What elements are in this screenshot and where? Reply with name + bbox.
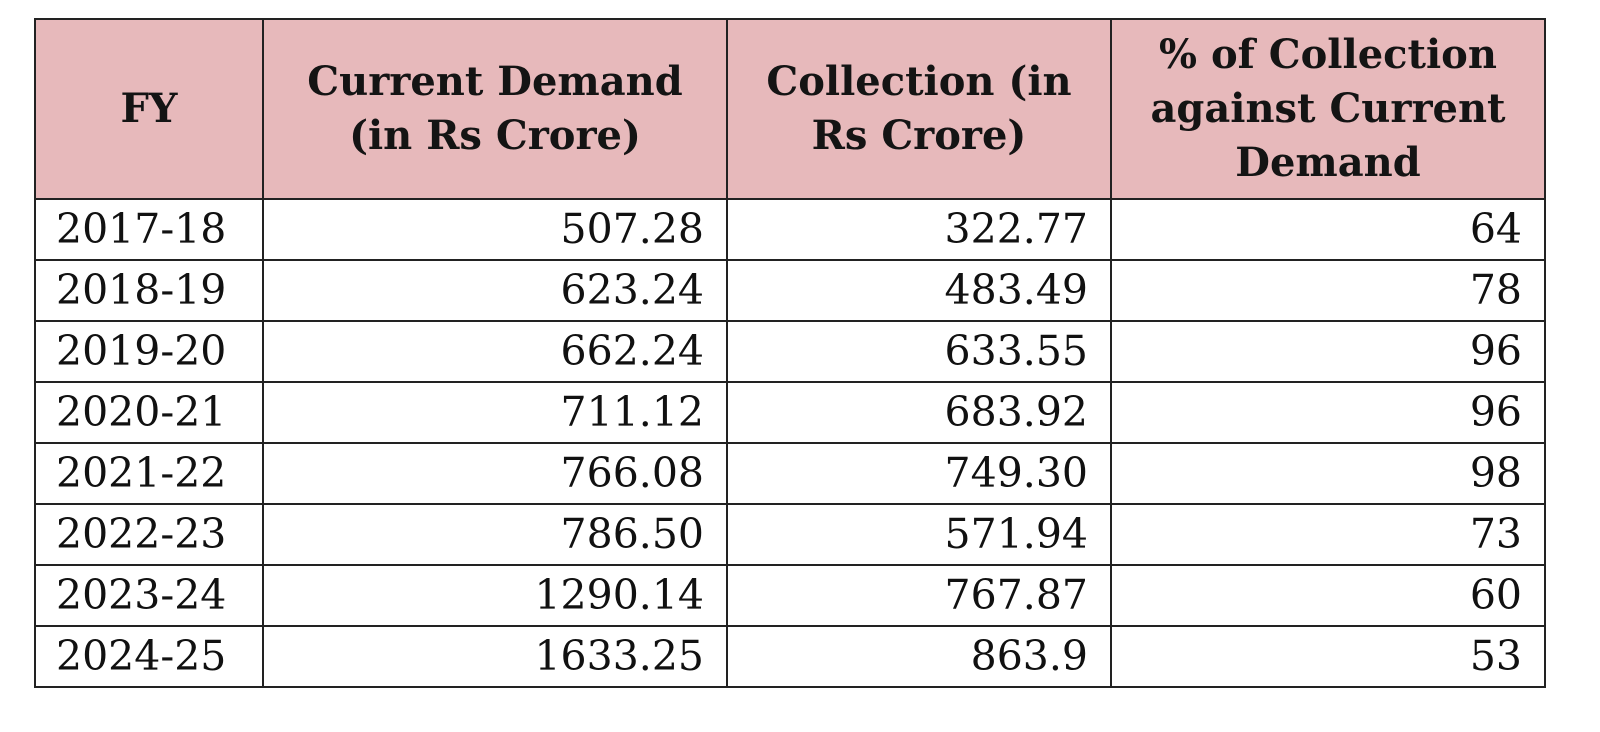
column-header-collection: Collection (in Rs Crore) xyxy=(726,18,1112,200)
cell-collection-percent: 98 xyxy=(1110,442,1546,505)
cell-fy: 2018-19 xyxy=(34,259,264,322)
cell-collection-percent: 96 xyxy=(1110,381,1546,444)
table-row: 2019-20 662.24 633.55 96 xyxy=(34,320,1546,383)
table-row: 2022-23 786.50 571.94 73 xyxy=(34,503,1546,566)
table-row: 2021-22 766.08 749.30 98 xyxy=(34,442,1546,505)
cell-collection: 322.77 xyxy=(726,198,1112,261)
column-header-fy: FY xyxy=(34,18,264,200)
cell-collection-percent: 96 xyxy=(1110,320,1546,383)
cell-current-demand: 1633.25 xyxy=(262,625,728,688)
cell-fy: 2023-24 xyxy=(34,564,264,627)
table-row: 2023-24 1290.14 767.87 60 xyxy=(34,564,1546,627)
cell-collection-percent: 60 xyxy=(1110,564,1546,627)
table-row: 2018-19 623.24 483.49 78 xyxy=(34,259,1546,322)
table-row: 2020-21 711.12 683.92 96 xyxy=(34,381,1546,444)
cell-current-demand: 507.28 xyxy=(262,198,728,261)
cell-current-demand: 766.08 xyxy=(262,442,728,505)
cell-collection-percent: 73 xyxy=(1110,503,1546,566)
cell-current-demand: 1290.14 xyxy=(262,564,728,627)
cell-fy: 2019-20 xyxy=(34,320,264,383)
cell-fy: 2022-23 xyxy=(34,503,264,566)
cell-fy: 2021-22 xyxy=(34,442,264,505)
cell-collection: 683.92 xyxy=(726,381,1112,444)
cell-current-demand: 662.24 xyxy=(262,320,728,383)
cell-fy: 2024-25 xyxy=(34,625,264,688)
cell-collection-percent: 64 xyxy=(1110,198,1546,261)
cell-collection: 767.87 xyxy=(726,564,1112,627)
cell-collection-percent: 53 xyxy=(1110,625,1546,688)
cell-collection-percent: 78 xyxy=(1110,259,1546,322)
cell-fy: 2017-18 xyxy=(34,198,264,261)
cell-fy: 2020-21 xyxy=(34,381,264,444)
table-row: 2024-25 1633.25 863.9 53 xyxy=(34,625,1546,688)
table-header-row: FY Current Demand (in Rs Crore) Collecti… xyxy=(34,18,1546,200)
cell-collection: 633.55 xyxy=(726,320,1112,383)
cell-collection: 863.9 xyxy=(726,625,1112,688)
data-table-container: FY Current Demand (in Rs Crore) Collecti… xyxy=(34,18,1546,688)
cell-collection: 571.94 xyxy=(726,503,1112,566)
cell-current-demand: 786.50 xyxy=(262,503,728,566)
cell-collection: 749.30 xyxy=(726,442,1112,505)
demand-collection-table: FY Current Demand (in Rs Crore) Collecti… xyxy=(34,18,1546,688)
column-header-current-demand: Current Demand (in Rs Crore) xyxy=(262,18,728,200)
cell-collection: 483.49 xyxy=(726,259,1112,322)
cell-current-demand: 711.12 xyxy=(262,381,728,444)
cell-current-demand: 623.24 xyxy=(262,259,728,322)
table-row: 2017-18 507.28 322.77 64 xyxy=(34,198,1546,261)
column-header-collection-percent: % of Collection against Current Demand xyxy=(1110,18,1546,200)
